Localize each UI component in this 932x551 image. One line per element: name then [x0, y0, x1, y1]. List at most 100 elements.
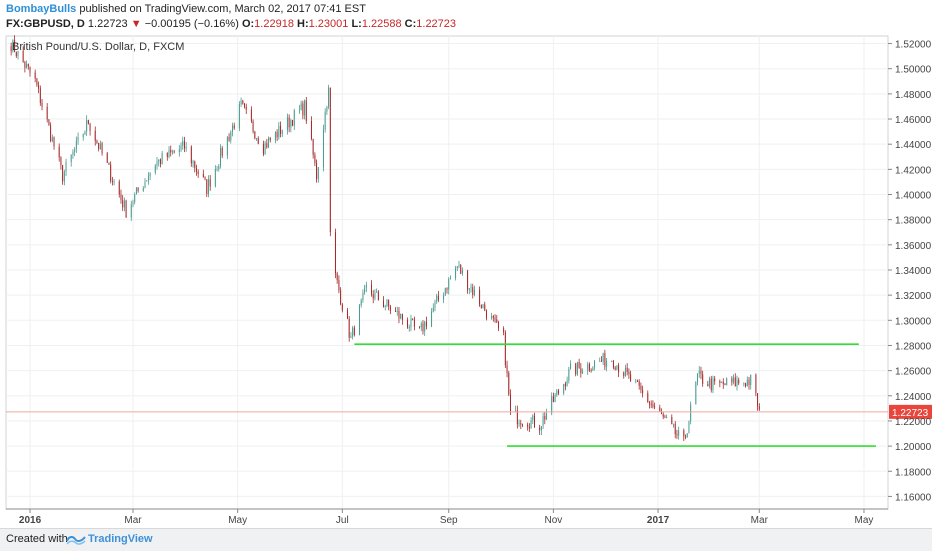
candle-body: [673, 423, 675, 425]
y-tick-label: 1.52000: [895, 40, 932, 51]
candle-body: [384, 305, 386, 308]
candle-body: [326, 106, 328, 112]
candle-body: [690, 404, 692, 421]
tradingview-brand[interactable]: TradingView: [88, 533, 153, 545]
candle-body: [36, 78, 38, 86]
candle-body: [230, 131, 232, 141]
candle-body: [576, 362, 578, 375]
candle-body: [293, 110, 295, 126]
candle-body: [425, 321, 427, 327]
y-tick-label: 1.34000: [895, 266, 932, 277]
author-link[interactable]: BombayBulls: [6, 3, 77, 15]
candle-body: [194, 161, 196, 169]
candle-body: [558, 390, 560, 394]
candle-body: [173, 151, 175, 153]
candle-body: [202, 173, 204, 178]
x-tick-label: May: [228, 515, 247, 526]
candle-body: [731, 378, 733, 383]
price-chart[interactable]: 1.22723 1.52000 1.50000 1.48000 1.46000 1.44…: [0, 34, 932, 528]
candle-body: [96, 140, 98, 143]
candle-body: [99, 143, 101, 149]
candle-body: [317, 167, 319, 180]
candle-body: [374, 292, 376, 299]
candle-body: [674, 423, 676, 435]
candle-body: [611, 360, 613, 362]
candle-body: [683, 430, 685, 437]
candle-body: [118, 181, 120, 195]
candle-body: [400, 313, 402, 319]
candle-body: [350, 336, 352, 338]
candle-body: [185, 146, 187, 149]
candle-body: [256, 138, 258, 140]
candle-body: [377, 291, 379, 301]
candle-body: [420, 323, 422, 328]
candle-body: [719, 381, 721, 383]
candle-body: [671, 417, 673, 424]
x-tick-label: 2017: [647, 515, 670, 526]
candle-body: [41, 102, 43, 107]
candle-body: [432, 307, 434, 312]
y-tick-label: 1.30000: [895, 316, 932, 327]
candle-body: [551, 396, 553, 414]
candle-body: [532, 415, 534, 421]
candle-body: [604, 353, 606, 367]
chart-area[interactable]: 1.22723 1.52000 1.50000 1.48000 1.46000 1.44…: [0, 34, 932, 528]
candle-body: [492, 316, 494, 319]
candle-body: [652, 404, 654, 407]
candle-body: [226, 137, 228, 156]
candle-body: [563, 383, 565, 394]
candle-body: [77, 137, 79, 141]
candle-body: [580, 367, 582, 374]
candle-body: [370, 284, 372, 295]
candle-body: [748, 379, 750, 385]
candle-body: [734, 377, 736, 387]
candle-body: [480, 304, 482, 309]
candle-body: [74, 149, 76, 152]
time-axis[interactable]: 2016 Mar May Jul Sep Nov 2017 Mar May: [6, 508, 888, 526]
candle-body: [101, 143, 103, 154]
candle-body: [509, 394, 511, 412]
candle-body: [168, 149, 170, 157]
candle-body: [17, 50, 19, 57]
candle-body: [334, 231, 336, 274]
candle-body: [26, 64, 28, 68]
candle-body: [360, 300, 362, 306]
candle-body: [216, 168, 218, 170]
candle-body: [467, 270, 469, 290]
candle-body: [482, 304, 484, 309]
candle-body: [269, 138, 271, 141]
candle-body: [238, 104, 240, 129]
candle-body: [554, 395, 556, 402]
candle-body: [111, 180, 113, 182]
candle-body: [437, 295, 439, 300]
candle-body: [446, 288, 448, 290]
candle-body: [640, 385, 642, 390]
last-price-badge: [889, 404, 932, 419]
candle-body: [280, 125, 282, 134]
candle-body: [322, 129, 324, 168]
annotations[interactable]: 1.22723: [6, 343, 932, 447]
y-tick-label: 1.50000: [895, 65, 932, 76]
candle-body: [352, 327, 354, 337]
candle-body: [647, 393, 649, 403]
candle-body: [407, 319, 409, 328]
candle-body: [72, 151, 74, 155]
change-down-icon: ▼: [130, 18, 142, 30]
candle-body: [278, 125, 280, 138]
tradingview-logo-icon[interactable]: [66, 532, 86, 549]
candle-body: [614, 367, 616, 370]
y-tick-label: 1.18000: [895, 467, 932, 478]
candle-body: [522, 424, 524, 426]
candle-body: [24, 61, 26, 68]
candle-body: [707, 383, 709, 387]
candle-body: [528, 426, 530, 429]
price-axis[interactable]: 1.52000 1.50000 1.48000 1.46000 1.44000 1.420…: [888, 40, 932, 504]
candle-body: [50, 125, 52, 142]
candle-body: [470, 287, 472, 289]
candle-body: [281, 130, 283, 134]
open-label: O:: [241, 18, 255, 30]
candle-body: [422, 323, 424, 332]
candle-body: [642, 389, 644, 394]
candle-body: [135, 187, 137, 195]
x-tick-label: 2016: [19, 515, 42, 526]
